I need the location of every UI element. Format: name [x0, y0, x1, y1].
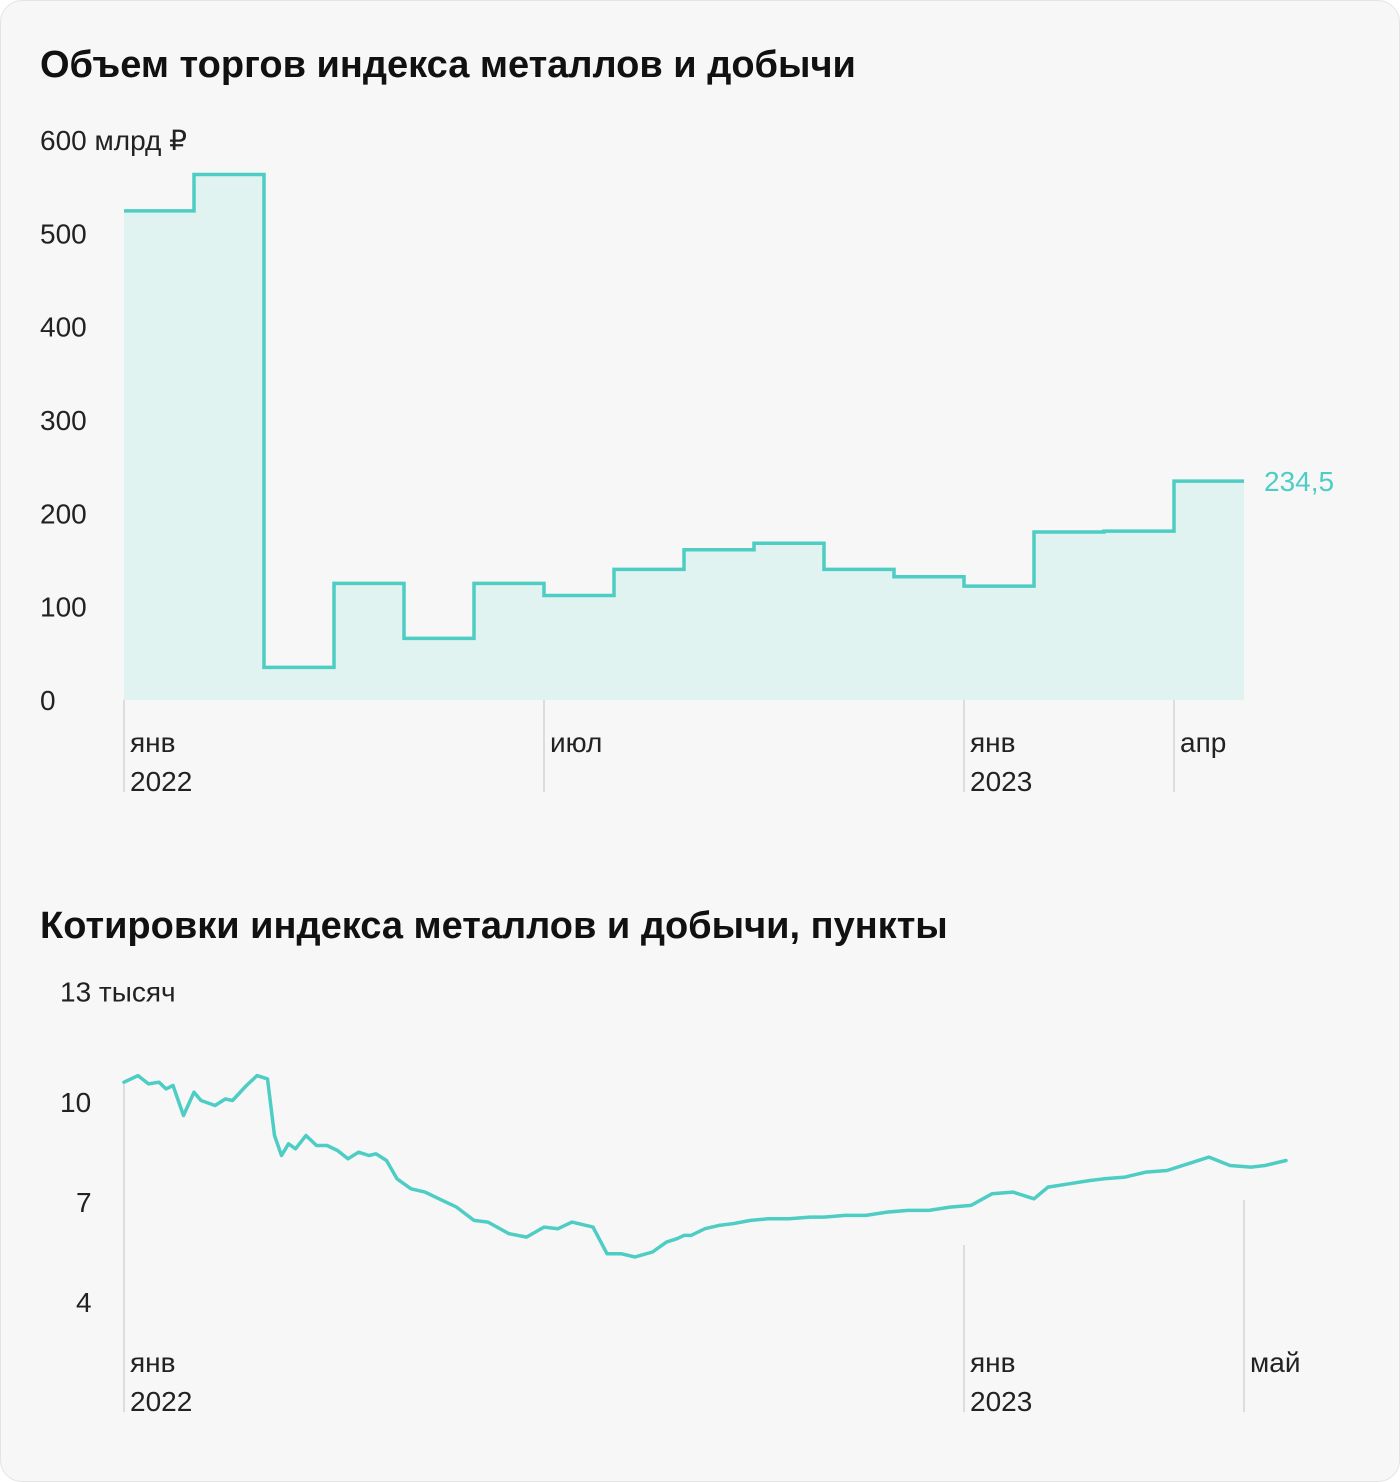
quotes-line [122, 1073, 1288, 1259]
y-tick-label: 100 [40, 592, 87, 623]
y-tick-label: 600 млрд ₽ [40, 125, 187, 156]
x-tick-year: 2022 [130, 766, 192, 797]
x-tick-year: 2022 [130, 1386, 192, 1417]
y-tick-label: 400 [40, 312, 87, 343]
x-tick-label: май [1250, 1347, 1300, 1378]
x-tick-label: янв [130, 1347, 176, 1378]
x-tick-label: июл [550, 727, 602, 758]
y-tick-label: 4 [76, 1287, 92, 1318]
x-tick-label: янв [130, 727, 176, 758]
volume-area [124, 174, 1244, 701]
volume-chart: 0 100 200 300 400 500 600 млрд ₽ янв 2022 июл янв 2… [40, 125, 1334, 797]
x-tick-label: янв [970, 1347, 1016, 1378]
chart-title-quotes: Котировки индекса металлов и добычи, пун… [40, 905, 948, 947]
y-tick-label: 300 [40, 405, 87, 436]
x-tick-label: янв [970, 727, 1016, 758]
x-tick-label: апр [1180, 727, 1226, 758]
chart-title-volume: Объем торгов индекса металлов и добычи [40, 44, 856, 86]
y-tick-label: 10 [60, 1087, 91, 1118]
y-tick-label: 200 [40, 498, 87, 529]
y-tick-label: 13 тысяч [60, 976, 176, 1007]
y-tick-label: 0 [40, 685, 56, 716]
x-tick-year: 2023 [970, 766, 1032, 797]
y-tick-label: 7 [76, 1187, 92, 1218]
volume-step-line [124, 172, 1244, 670]
x-tick-year: 2023 [970, 1386, 1032, 1417]
y-tick-label: 500 [40, 218, 87, 249]
last-value-label: 234,5 [1264, 466, 1334, 497]
